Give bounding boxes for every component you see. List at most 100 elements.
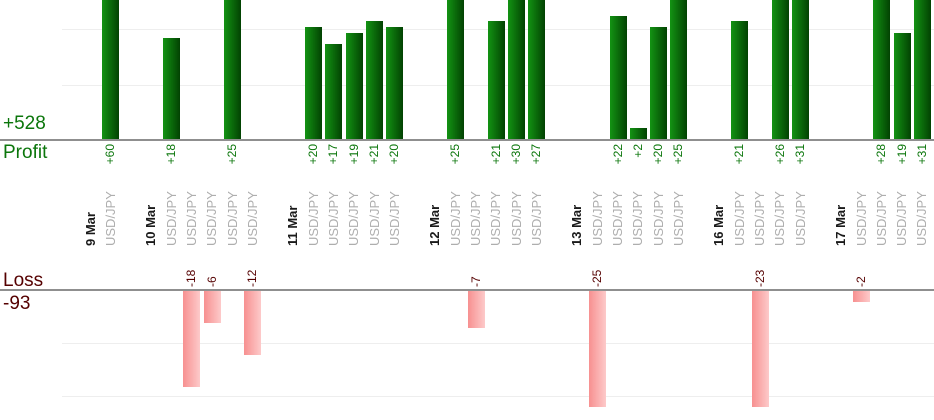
profit-bar bbox=[102, 0, 120, 141]
loss-bar bbox=[467, 289, 485, 329]
profit-bar bbox=[528, 0, 546, 141]
profit-bar bbox=[670, 0, 688, 141]
loss-total: -93 bbox=[3, 293, 31, 314]
profit-bar bbox=[731, 21, 749, 141]
profit-value-label: +30 bbox=[509, 144, 524, 165]
profit-value-label: +21 bbox=[732, 144, 747, 165]
loss-value-label: -23 bbox=[752, 269, 767, 287]
profit-value-label: +2 bbox=[630, 144, 645, 158]
profit-bar bbox=[771, 0, 789, 141]
loss-value-label: -25 bbox=[590, 269, 605, 287]
instrument-label: USD/JPY bbox=[366, 191, 382, 246]
profit-value-label: +22 bbox=[610, 144, 625, 165]
instrument-label: USD/JPY bbox=[894, 191, 910, 246]
instrument-label: USD/JPY bbox=[752, 191, 768, 246]
grid-line bbox=[62, 343, 934, 344]
profit-bar bbox=[508, 0, 526, 141]
date-label: 17 Mar bbox=[833, 204, 849, 246]
loss-bar bbox=[203, 289, 221, 324]
date-label: 11 Mar bbox=[285, 205, 301, 246]
profit-bar bbox=[893, 32, 911, 141]
instrument-label: USD/JPY bbox=[346, 191, 362, 246]
loss-bar bbox=[244, 289, 262, 356]
profit-bar bbox=[345, 32, 363, 141]
instrument-label: USD/JPY bbox=[386, 191, 402, 246]
profit-bar bbox=[386, 27, 404, 141]
instrument-label: USD/JPY bbox=[853, 191, 869, 246]
loss-value-label: -18 bbox=[184, 269, 199, 287]
loss-value-label: -6 bbox=[204, 276, 219, 287]
date-label: 9 Mar bbox=[82, 212, 98, 246]
instrument-label: USD/JPY bbox=[468, 191, 483, 246]
profit-bar bbox=[447, 0, 465, 141]
instrument-label: USD/JPY bbox=[610, 191, 626, 246]
profit-value-label: +60 bbox=[103, 144, 118, 165]
instrument-label: USD/JPY bbox=[163, 191, 179, 246]
profit-bar bbox=[163, 38, 181, 141]
profit-bar bbox=[629, 127, 647, 141]
instrument-label: USD/JPY bbox=[224, 191, 240, 246]
profit-value-label: +19 bbox=[894, 144, 909, 165]
instrument-label: USD/JPY bbox=[873, 191, 889, 246]
loss-bar bbox=[853, 289, 871, 302]
profit-value-label: +28 bbox=[874, 144, 889, 165]
profit-value-label: +31 bbox=[793, 144, 808, 165]
profit-value-label: +26 bbox=[772, 144, 787, 165]
profit-value-label: +20 bbox=[306, 144, 321, 165]
profit-bar bbox=[224, 0, 242, 141]
profit-bar bbox=[609, 15, 627, 141]
instrument-label: USD/JPY bbox=[204, 191, 220, 246]
instrument-label: USD/JPY bbox=[102, 191, 118, 246]
loss-bar bbox=[751, 289, 769, 407]
date-label: 13 Mar bbox=[569, 204, 585, 246]
profit-value-label: +21 bbox=[367, 144, 382, 165]
loss-bar bbox=[183, 289, 201, 388]
profit-bar bbox=[305, 27, 323, 141]
profit-bar bbox=[366, 21, 384, 141]
date-label: 10 Mar bbox=[143, 204, 159, 246]
loss-bar bbox=[589, 289, 607, 407]
profit-bar bbox=[487, 21, 505, 141]
loss-axis-line bbox=[0, 289, 934, 291]
profit-value-label: +31 bbox=[914, 144, 929, 165]
instrument-label: USD/JPY bbox=[630, 191, 646, 246]
profit-bar bbox=[913, 0, 931, 141]
profit-bar bbox=[325, 43, 343, 141]
profit-value-label: +20 bbox=[387, 144, 402, 165]
instrument-label: USD/JPY bbox=[731, 191, 747, 246]
profit-value-label: +25 bbox=[225, 144, 240, 165]
instrument-label: USD/JPY bbox=[650, 191, 666, 246]
profit-axis-line bbox=[0, 139, 934, 141]
loss-value-label: -7 bbox=[468, 276, 483, 287]
instrument-label: USD/JPY bbox=[508, 191, 524, 246]
profit-bar bbox=[873, 0, 891, 141]
profit-value-label: +17 bbox=[326, 144, 341, 165]
profit-value-label: +18 bbox=[164, 144, 179, 165]
instrument-label: USD/JPY bbox=[447, 191, 463, 246]
date-label: 16 Mar bbox=[711, 204, 727, 246]
profit-value-label: +27 bbox=[529, 144, 544, 165]
profit-value-label: +20 bbox=[651, 144, 666, 165]
instrument-label: USD/JPY bbox=[305, 191, 321, 246]
profit-axis-title: Profit bbox=[3, 142, 48, 163]
profit-value-label: +19 bbox=[346, 144, 361, 165]
profit-bar bbox=[792, 0, 810, 141]
instrument-label: USD/JPY bbox=[914, 191, 930, 246]
profit-value-label: +21 bbox=[488, 144, 503, 165]
instrument-label: USD/JPY bbox=[488, 191, 504, 246]
instrument-label: USD/JPY bbox=[670, 191, 686, 246]
date-label: 12 Mar bbox=[427, 204, 443, 246]
instrument-label: USD/JPY bbox=[772, 191, 788, 246]
instrument-label: USD/JPY bbox=[183, 191, 199, 246]
instrument-label: USD/JPY bbox=[792, 191, 808, 246]
instrument-label: USD/JPY bbox=[325, 191, 341, 246]
loss-value-label: -2 bbox=[854, 276, 869, 287]
instrument-label: USD/JPY bbox=[528, 191, 544, 246]
instrument-label: USD/JPY bbox=[244, 191, 260, 246]
profit-total: +528 bbox=[3, 113, 46, 134]
profit-value-label: +25 bbox=[671, 144, 686, 165]
loss-value-label: -12 bbox=[245, 269, 260, 287]
profit-value-label: +25 bbox=[448, 144, 463, 165]
loss-axis-title: Loss bbox=[3, 270, 44, 291]
